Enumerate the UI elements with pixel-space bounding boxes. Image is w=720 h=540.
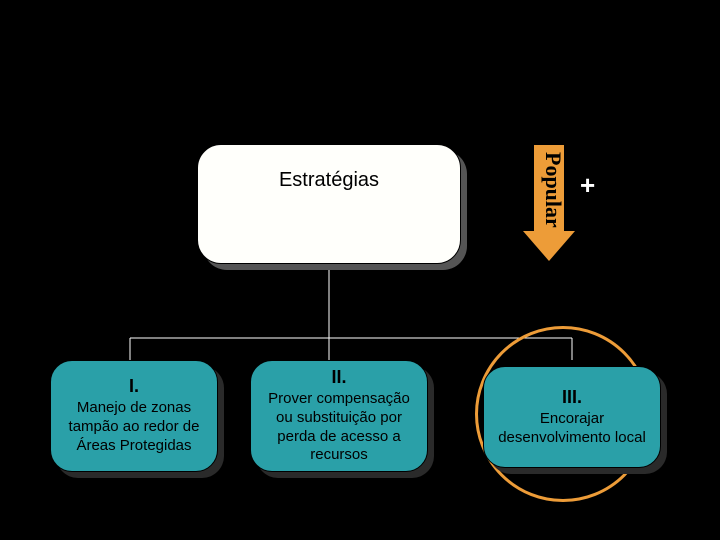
child-text-3: Encorajar desenvolvimento local — [494, 410, 650, 448]
child-roman-3: III. — [562, 387, 582, 408]
popular-arrow-head — [523, 231, 575, 261]
strategies-label: Estratégias — [279, 169, 379, 192]
plus-sign: + — [580, 170, 595, 201]
child-roman-2: II. — [331, 367, 346, 388]
strategies-box: Estratégias — [197, 144, 461, 264]
child-box-3: III.Encorajar desenvolvimento local — [483, 366, 661, 468]
child-box-1: I.Manejo de zonas tampão ao redor de Áre… — [50, 360, 218, 472]
popular-arrow-label: Popular — [540, 152, 566, 228]
child-text-1: Manejo de zonas tampão ao redor de Áreas… — [61, 399, 207, 455]
child-text-2: Prover compensação ou substituição por p… — [261, 390, 417, 465]
child-roman-1: I. — [129, 376, 139, 397]
child-box-2: II. Prover compensação ou substituição po… — [250, 360, 428, 472]
